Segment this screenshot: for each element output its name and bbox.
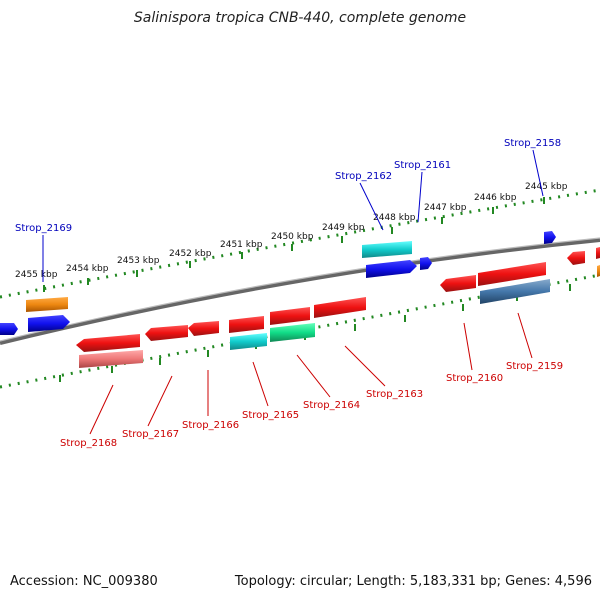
gene-label[interactable]: Strop_2165 [242,410,299,421]
gene-arrow[interactable] [362,241,412,258]
gene-label[interactable]: Strop_2169 [15,223,72,234]
gene-arrow[interactable] [596,247,600,259]
gene-label[interactable]: Strop_2163 [366,389,423,400]
gene-arrow[interactable] [230,333,267,350]
gene-arrow[interactable] [229,316,264,333]
gene-arrow[interactable] [440,275,476,292]
ruler-label: 2454 kbp [66,264,109,274]
gene-label[interactable]: Strop_2164 [303,400,360,411]
gene-label[interactable]: Strop_2159 [506,361,563,372]
ruler-label: 2453 kbp [117,256,160,266]
ruler-label: 2447 kbp [424,203,467,213]
reverse-genes [76,251,600,368]
genome-summary-text: Topology: circular; Length: 5,183,331 bp… [234,574,592,589]
gene-arrow[interactable] [420,257,432,270]
gene-label[interactable]: Strop_2167 [122,429,179,440]
gene-label[interactable]: Strop_2160 [446,373,503,384]
gene-arrow[interactable] [26,297,68,312]
gene-arrow[interactable] [478,262,546,286]
gene-label[interactable]: Strop_2158 [504,138,561,149]
ruler-label: 2455 kbp [15,270,58,280]
top-leader-lines [42,149,544,282]
bottom-leader-lines [89,312,533,435]
ruler-label: 2448 kbp [373,213,416,223]
accession-text: Accession: NC_009380 [10,574,158,589]
genome-backbone [0,238,600,345]
forward-genes [0,231,600,335]
ruler-label: 2446 kbp [474,193,517,203]
gene-arrow[interactable] [270,307,310,325]
ruler-label: 2452 kbp [169,249,212,259]
gene-arrow[interactable] [145,325,188,341]
ruler-label: 2451 kbp [220,240,263,250]
gene-arrow[interactable] [480,279,550,304]
gene-arrow[interactable] [567,251,585,265]
gene-arrow[interactable] [597,265,600,277]
ruler-label: 2445 kbp [525,182,568,192]
map-title: Salinispora tropica CNB-440, complete ge… [133,10,467,26]
gene-label[interactable]: Strop_2166 [182,420,239,431]
gene-arrow[interactable] [0,323,18,335]
ruler-label: 2450 kbp [271,232,314,242]
gene-arrow[interactable] [366,260,417,278]
gene-label[interactable]: Strop_2168 [60,438,117,449]
ruler-label: 2449 kbp [322,223,365,233]
gene-arrow[interactable] [28,315,70,332]
gene-arrow[interactable] [270,323,315,342]
gene-arrow[interactable] [76,334,140,352]
gene-arrow[interactable] [79,350,143,368]
gene-arrow[interactable] [544,231,556,244]
gene-label[interactable]: Strop_2162 [335,171,392,182]
gene-arrow[interactable] [314,297,366,318]
gene-arrow[interactable] [188,321,219,336]
gene-label[interactable]: Strop_2161 [394,160,451,171]
